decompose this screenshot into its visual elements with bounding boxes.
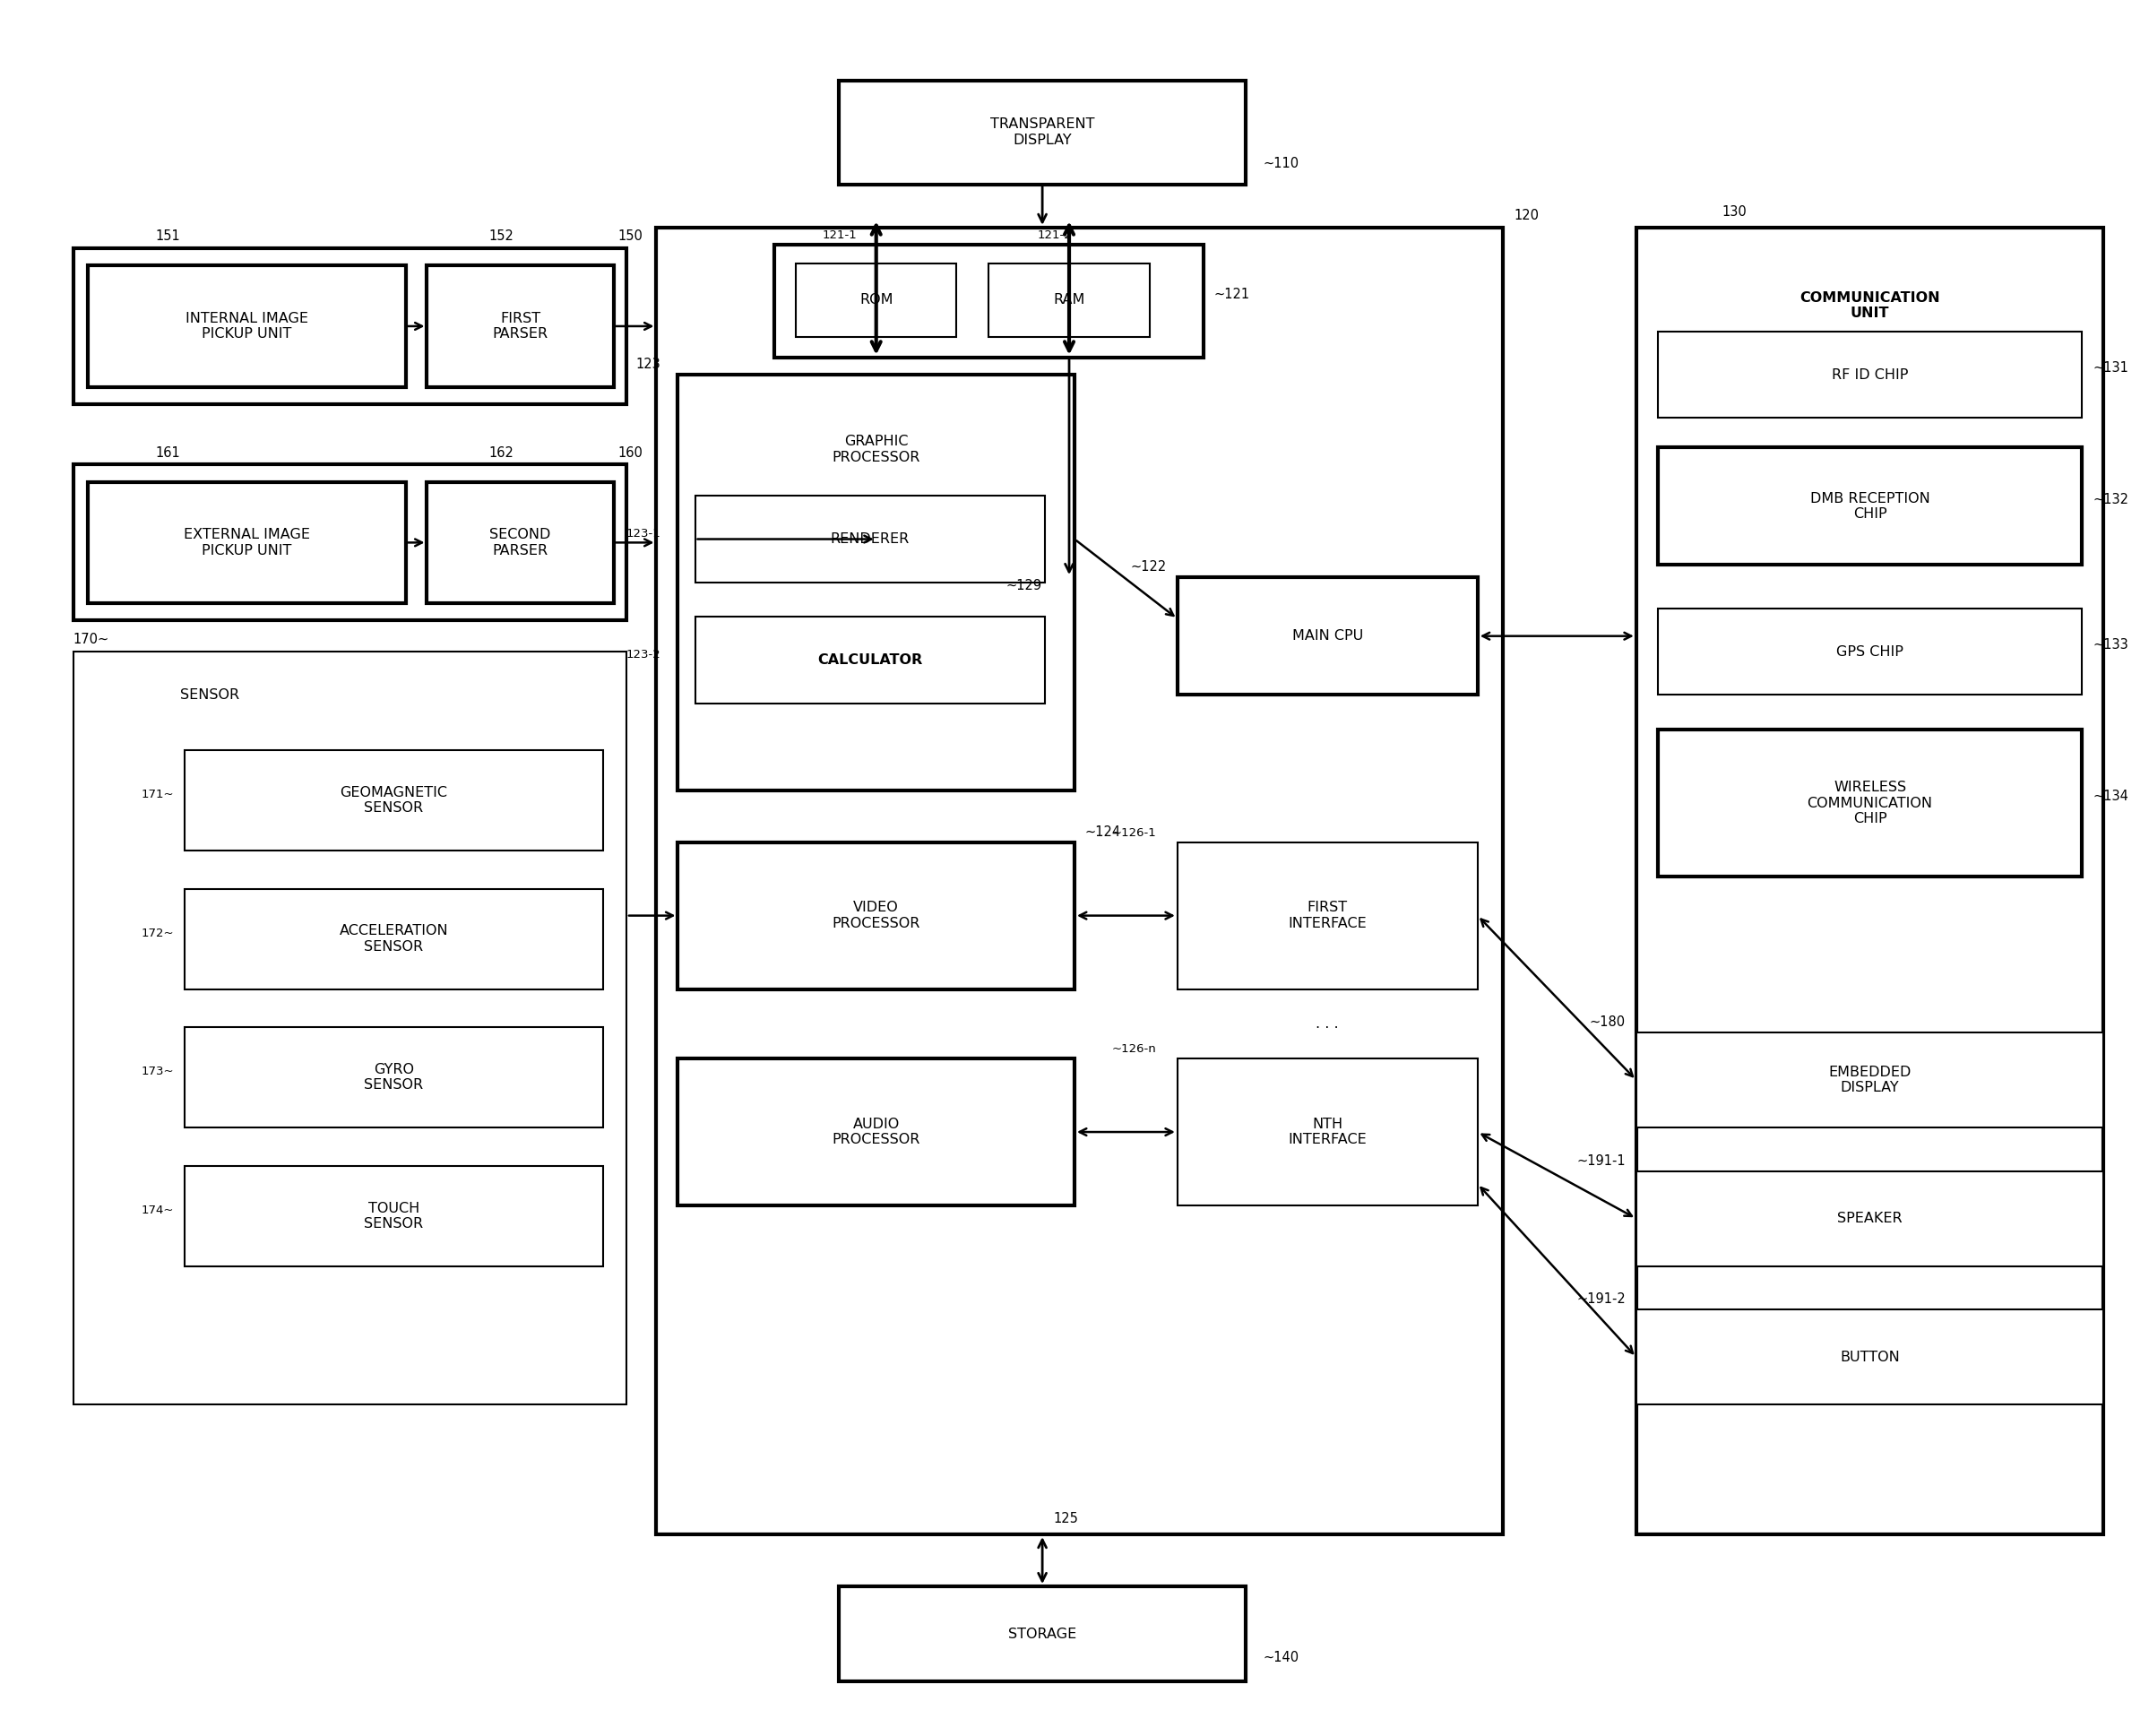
Text: TRANSPARENT
DISPLAY: TRANSPARENT DISPLAY [991, 118, 1094, 148]
Text: 151: 151 [155, 229, 181, 243]
Text: ~134: ~134 [2093, 790, 2130, 804]
Bar [838, 1587, 1246, 1682]
Text: ~191-2: ~191-2 [1577, 1293, 1625, 1305]
Bar [795, 264, 956, 337]
Text: DMB RECEPTION
CHIP: DMB RECEPTION CHIP [1809, 491, 1930, 521]
Bar [185, 1028, 604, 1128]
Text: 150: 150 [617, 229, 643, 243]
Text: 173~: 173~ [142, 1066, 174, 1078]
Bar [677, 1059, 1074, 1205]
Text: EXTERNAL IMAGE
PICKUP UNIT: EXTERNAL IMAGE PICKUP UNIT [183, 528, 309, 557]
Bar [694, 496, 1044, 582]
Bar [73, 651, 625, 1404]
Bar [989, 264, 1150, 337]
Text: TOUCH
SENSOR: TOUCH SENSOR [363, 1201, 423, 1231]
Text: ~126-n: ~126-n [1111, 1043, 1156, 1055]
Text: ~110: ~110 [1264, 156, 1300, 170]
Text: MAIN CPU: MAIN CPU [1292, 630, 1362, 642]
Text: ~129: ~129 [1006, 580, 1042, 592]
Text: RENDERER: RENDERER [830, 533, 909, 545]
Bar [1657, 332, 2082, 418]
Bar [73, 248, 625, 404]
Bar [1635, 1033, 2104, 1128]
Text: FIRST
PARSER: FIRST PARSER [492, 312, 548, 340]
Text: ~121: ~121 [1214, 288, 1251, 300]
Text: GRAPHIC
PROCESSOR: GRAPHIC PROCESSOR [832, 436, 920, 464]
Bar [185, 1167, 604, 1266]
Text: BUTTON: BUTTON [1840, 1351, 1900, 1364]
Text: GEOMAGNETIC
SENSOR: GEOMAGNETIC SENSOR [340, 786, 447, 814]
Text: RF ID CHIP: RF ID CHIP [1831, 368, 1908, 382]
Bar [1635, 1170, 2104, 1266]
Text: . . .: . . . [1315, 1017, 1339, 1031]
Text: 123: 123 [636, 358, 660, 372]
Text: 121-2: 121-2 [1038, 229, 1072, 241]
Text: 152: 152 [490, 229, 514, 243]
Bar [1635, 227, 2104, 1535]
Bar [774, 245, 1203, 358]
Text: ROM: ROM [860, 293, 894, 307]
Text: 174~: 174~ [142, 1205, 174, 1215]
Bar [185, 889, 604, 990]
Text: 130: 130 [1721, 205, 1747, 219]
Text: ~124: ~124 [1085, 825, 1122, 838]
Text: ~131: ~131 [2093, 361, 2130, 375]
Bar [1657, 448, 2082, 566]
Bar [73, 465, 625, 620]
Bar [1657, 729, 2082, 877]
Text: WIRELESS
COMMUNICATION
CHIP: WIRELESS COMMUNICATION CHIP [1807, 781, 1932, 825]
Bar [88, 266, 406, 387]
Text: CALCULATOR: CALCULATOR [817, 653, 922, 667]
Text: ~126-1: ~126-1 [1111, 826, 1156, 838]
Text: 171~: 171~ [142, 788, 174, 800]
Bar [655, 227, 1504, 1535]
Bar [1178, 842, 1479, 990]
Text: STORAGE: STORAGE [1008, 1627, 1077, 1641]
Text: EMBEDDED
DISPLAY: EMBEDDED DISPLAY [1829, 1066, 1910, 1095]
Bar [1178, 1059, 1479, 1205]
Text: 121-1: 121-1 [823, 229, 857, 241]
Text: ~180: ~180 [1590, 1016, 1625, 1029]
Text: GYRO
SENSOR: GYRO SENSOR [363, 1062, 423, 1092]
Text: 123-2: 123-2 [625, 649, 660, 660]
Bar [185, 750, 604, 851]
Text: COMMUNICATION
UNIT: COMMUNICATION UNIT [1799, 292, 1941, 319]
Text: INTERNAL IMAGE
PICKUP UNIT: INTERNAL IMAGE PICKUP UNIT [185, 312, 307, 340]
Text: 170~: 170~ [73, 634, 110, 646]
Text: 161: 161 [155, 446, 181, 460]
Bar [677, 842, 1074, 990]
Text: SENSOR: SENSOR [181, 687, 241, 701]
Bar [694, 616, 1044, 703]
Text: ~132: ~132 [2093, 493, 2130, 507]
Text: ACCELERATION
SENSOR: ACCELERATION SENSOR [340, 925, 449, 953]
Bar [1657, 608, 2082, 694]
Text: ~122: ~122 [1130, 561, 1167, 573]
Text: ~140: ~140 [1264, 1651, 1300, 1665]
Text: NTH
INTERFACE: NTH INTERFACE [1287, 1118, 1367, 1146]
Bar [838, 80, 1246, 184]
Bar [428, 483, 612, 602]
Text: FIRST
INTERFACE: FIRST INTERFACE [1287, 901, 1367, 930]
Text: 123-1: 123-1 [625, 528, 660, 540]
Text: 162: 162 [490, 446, 514, 460]
Text: ~191-1: ~191-1 [1577, 1154, 1625, 1168]
Text: SECOND
PARSER: SECOND PARSER [490, 528, 550, 557]
Bar [428, 266, 612, 387]
Text: GPS CHIP: GPS CHIP [1837, 644, 1904, 658]
Text: RAM: RAM [1053, 293, 1085, 307]
Text: ~133: ~133 [2093, 639, 2128, 651]
Text: 120: 120 [1515, 208, 1539, 222]
Text: SPEAKER: SPEAKER [1837, 1212, 1902, 1226]
Bar [1635, 1309, 2104, 1404]
Text: VIDEO
PROCESSOR: VIDEO PROCESSOR [832, 901, 920, 930]
Bar [1178, 576, 1479, 694]
Text: 172~: 172~ [142, 927, 174, 939]
Text: 160: 160 [617, 446, 643, 460]
Text: AUDIO
PROCESSOR: AUDIO PROCESSOR [832, 1118, 920, 1146]
Bar [88, 483, 406, 602]
Text: 125: 125 [1053, 1512, 1079, 1526]
Bar [677, 375, 1074, 790]
